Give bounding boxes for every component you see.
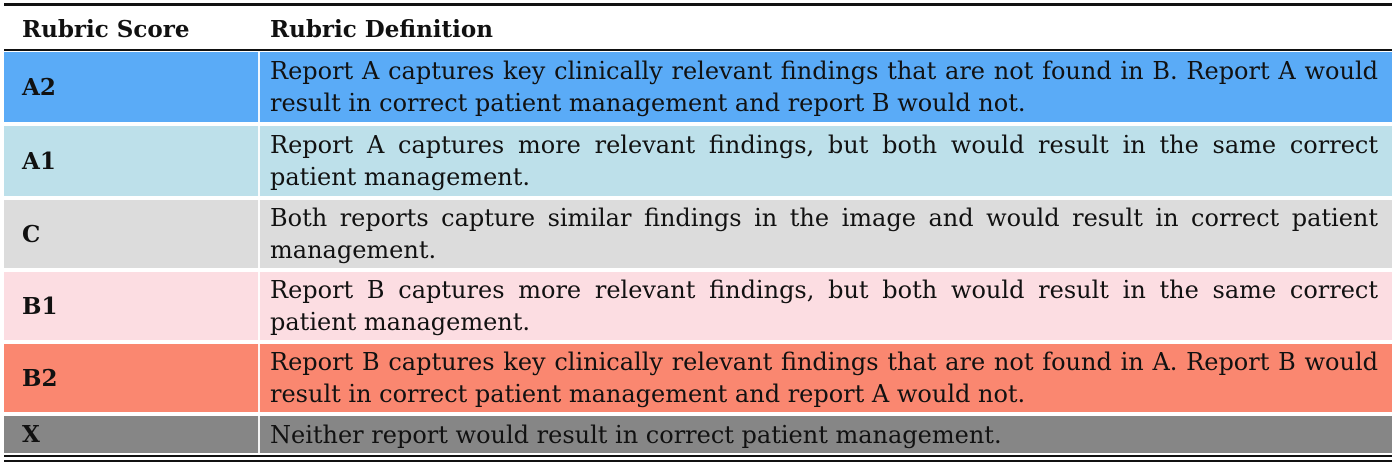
definition-cell: Both reports capture similar findings in…	[258, 200, 1392, 268]
definition-text: Both reports capture similar findings in…	[270, 204, 1378, 264]
row-gap	[4, 340, 1392, 344]
table-row-b1: B1 Report B captures more relevant findi…	[4, 272, 1392, 340]
table-row-x: X Neither report would result in correct…	[4, 416, 1392, 453]
header-rubric-score: Rubric Score	[22, 16, 190, 43]
top-rule	[4, 3, 1392, 6]
table-row-a2: A2 Report A captures key clinically rele…	[4, 52, 1392, 122]
row-gap	[4, 122, 1392, 126]
definition-text: Neither report would result in correct p…	[270, 420, 1002, 449]
definition-text: Report A captures key clinically relevan…	[270, 57, 1378, 117]
row-gap	[4, 268, 1392, 272]
score-cell: A2	[22, 73, 56, 101]
score-cell: X	[22, 421, 40, 448]
definition-cell: Neither report would result in correct p…	[258, 416, 1392, 453]
column-separator	[258, 272, 260, 340]
column-separator	[258, 344, 260, 412]
definition-cell: Report B captures key clinically relevan…	[258, 344, 1392, 412]
definition-cell: Report B captures more relevant findings…	[258, 272, 1392, 340]
row-gap	[4, 196, 1392, 200]
table-row-b2: B2 Report B captures key clinically rele…	[4, 344, 1392, 412]
table-header-row: Rubric Score Rubric Definition	[4, 8, 1392, 48]
header-rubric-definition: Rubric Definition	[270, 16, 493, 43]
score-cell: B2	[22, 364, 58, 392]
column-separator	[258, 126, 260, 196]
column-separator	[258, 52, 260, 122]
definition-text: Report B captures key clinically relevan…	[270, 348, 1378, 408]
score-cell: A1	[22, 147, 56, 175]
header-rule	[4, 49, 1392, 51]
score-cell: B1	[22, 292, 58, 320]
bottom-rule	[4, 455, 1392, 457]
score-cell: C	[22, 220, 41, 248]
table-row-c: C Both reports capture similar findings …	[4, 200, 1392, 268]
bottom-rule-double	[4, 460, 1392, 462]
definition-text: Report A captures more relevant findings…	[270, 131, 1378, 191]
definition-text: Report B captures more relevant findings…	[270, 276, 1378, 336]
column-separator	[258, 416, 260, 453]
definition-cell: Report A captures more relevant findings…	[258, 126, 1392, 196]
table-row-a1: A1 Report A captures more relevant findi…	[4, 126, 1392, 196]
row-gap	[4, 412, 1392, 416]
column-separator	[258, 200, 260, 268]
definition-cell: Report A captures key clinically relevan…	[258, 52, 1392, 122]
